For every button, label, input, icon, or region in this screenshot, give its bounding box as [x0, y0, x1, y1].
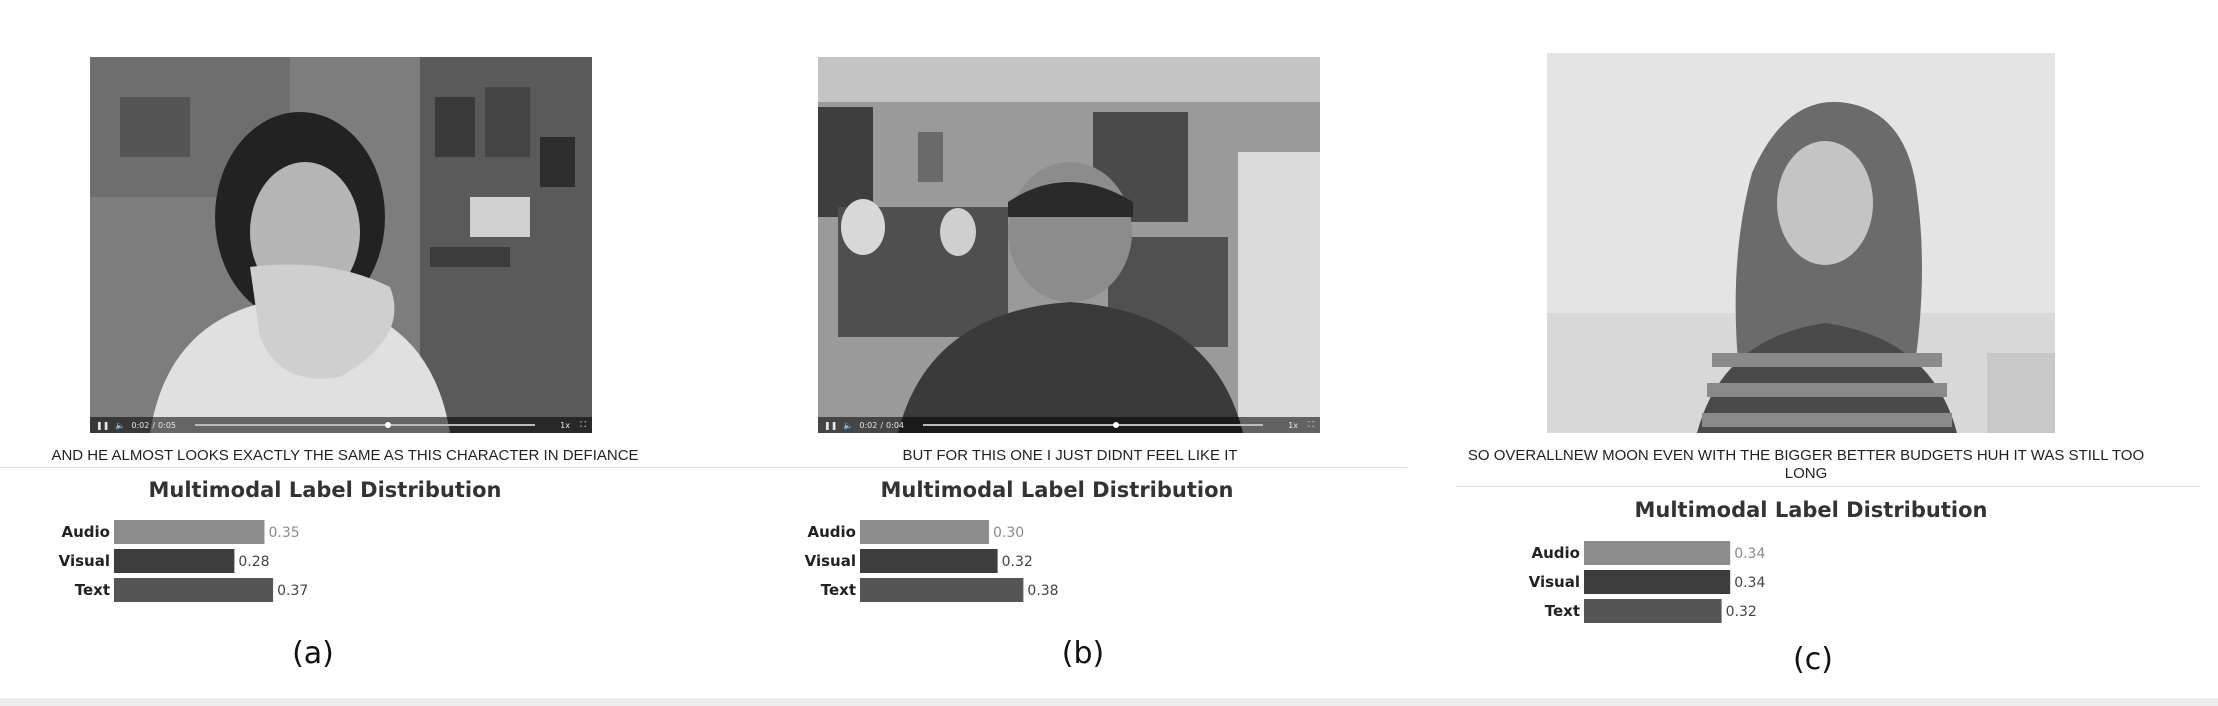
panel-c: SO OVERALLNEW MOON EVEN WITH THE BIGGER … [1456, 0, 2218, 706]
volume-icon[interactable]: 🔈 [843, 420, 854, 430]
category-label-text: Text [821, 581, 856, 599]
value-label-visual: 0.32 [1002, 554, 1033, 570]
video-frame-box-c [1547, 53, 2055, 433]
volume-icon[interactable]: 🔈 [115, 420, 126, 430]
panel-label-b: (b) [1061, 636, 1105, 671]
value-label-audio: 0.35 [269, 525, 300, 541]
divider-a [0, 467, 740, 468]
divider-b [740, 467, 1407, 468]
bar-chart-b: Audio 0.30 Visual 0.32 Text 0.38 [805, 520, 1059, 602]
bar-text [860, 578, 1024, 602]
value-label-audio: 0.30 [993, 525, 1024, 541]
speed-b[interactable]: 1x [1288, 420, 1298, 430]
video-player-a[interactable]: ❚❚ 🔈 0:02 / 0:05 1x ⛶ [90, 57, 592, 433]
speed-a[interactable]: 1x [560, 420, 570, 430]
value-label-visual: 0.34 [1734, 575, 1765, 591]
value-label-audio: 0.34 [1734, 546, 1765, 562]
caption-a: AND HE ALMOST LOOKS EXACTLY THE SAME AS … [51, 447, 639, 464]
category-label-text: Text [75, 581, 110, 599]
video-frame-c [1547, 53, 2055, 433]
duration-b: 0:04 [886, 420, 905, 430]
category-label-audio: Audio [62, 523, 110, 541]
video-controls-b: ❚❚ 🔈 0:02 / 0:04 1x ⛶ [818, 417, 1320, 433]
caption-c: SO OVERALLNEW MOON EVEN WITH THE BIGGER … [1467, 447, 2145, 482]
value-label-visual: 0.28 [238, 554, 269, 570]
panel-b: ❚❚ 🔈 0:02 / 0:04 1x ⛶ BUT FOR THIS ONE I… [740, 0, 1480, 706]
category-label-visual: Visual [59, 552, 110, 570]
seek-knob-a[interactable] [385, 422, 391, 428]
pause-icon[interactable]: ❚❚ [96, 420, 110, 430]
panel-a: ❚❚ 🔈 0:02 / 0:05 1x ⛶ AND HE ALMOST LOOK… [0, 0, 740, 706]
caption-b: BUT FOR THIS ONE I JUST DIDNT FEEL LIKE … [902, 447, 1238, 464]
video-controls-a: ❚❚ 🔈 0:02 / 0:05 1x ⛶ [90, 417, 592, 433]
category-label-audio: Audio [808, 523, 856, 541]
divider-c [1456, 486, 2200, 487]
current-time-b: 0:02 [859, 420, 878, 430]
seek-knob-b[interactable] [1113, 422, 1119, 428]
current-time-a: 0:02 [131, 420, 150, 430]
time-separator-a: / [152, 420, 156, 430]
bar-audio [114, 520, 265, 544]
seek-bar-b[interactable] [923, 424, 1263, 426]
time-separator-b: / [880, 420, 884, 430]
bar-chart-c: Audio 0.34 Visual 0.34 Text 0.32 [1529, 541, 1765, 623]
category-label-audio: Audio [1532, 544, 1580, 562]
video-frame-b [818, 57, 1320, 433]
bar-audio [860, 520, 989, 544]
category-label-visual: Visual [1529, 573, 1580, 591]
video-player-b[interactable]: ❚❚ 🔈 0:02 / 0:04 1x ⛶ [818, 57, 1320, 433]
bottom-bar [0, 698, 2218, 706]
chart-title-b: Multimodal Label Distribution [880, 478, 1234, 502]
bar-text [114, 578, 274, 602]
fullscreen-icon[interactable]: ⛶ [580, 420, 586, 429]
value-label-text: 0.32 [1726, 604, 1757, 620]
bar-visual [860, 549, 998, 573]
bar-audio [1584, 541, 1731, 565]
fullscreen-icon[interactable]: ⛶ [1308, 420, 1314, 429]
value-label-text: 0.37 [277, 583, 308, 599]
value-label-text: 0.38 [1027, 583, 1058, 599]
panel-label-c: (c) [1793, 642, 1833, 677]
video-frame-a [90, 57, 592, 433]
category-label-visual: Visual [805, 552, 856, 570]
seek-bar-a[interactable] [195, 424, 535, 426]
bar-text [1584, 599, 1722, 623]
pause-icon[interactable]: ❚❚ [824, 420, 838, 430]
bar-visual [114, 549, 235, 573]
bar-visual [1584, 570, 1731, 594]
duration-a: 0:05 [158, 420, 177, 430]
category-label-text: Text [1545, 602, 1580, 620]
panel-label-a: (a) [292, 636, 334, 671]
chart-title-a: Multimodal Label Distribution [148, 478, 502, 502]
bar-chart-a: Audio 0.35 Visual 0.28 Text 0.37 [59, 520, 308, 602]
chart-title-c: Multimodal Label Distribution [1634, 498, 1988, 522]
